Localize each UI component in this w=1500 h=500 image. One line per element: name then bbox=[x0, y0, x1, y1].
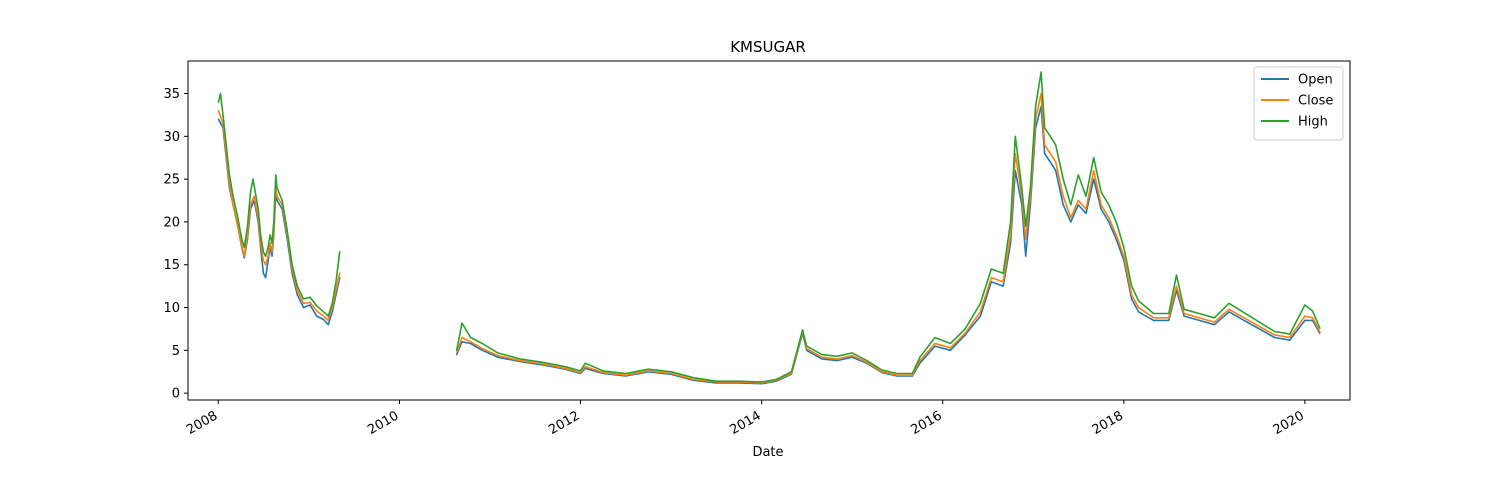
series-line-high bbox=[217, 92, 341, 317]
chart-title: KMSUGAR bbox=[730, 38, 806, 56]
y-tick-label: 5 bbox=[172, 344, 180, 359]
y-tick-label: 25 bbox=[163, 173, 180, 188]
series-line-close bbox=[455, 92, 1321, 384]
series-line-high bbox=[455, 71, 1321, 383]
series-line-close bbox=[217, 109, 341, 322]
y-tick-label: 30 bbox=[163, 130, 180, 145]
y-axis-ticks: 0 5 10 15 20 25 30 35 bbox=[163, 87, 188, 402]
legend-label: Open bbox=[1298, 73, 1333, 88]
legend-label: High bbox=[1298, 115, 1328, 130]
x-axis-label: Date bbox=[752, 445, 783, 460]
series-layer bbox=[217, 71, 1321, 385]
y-tick-label: 35 bbox=[163, 87, 180, 102]
y-tick-label: 20 bbox=[163, 215, 180, 230]
legend-label: Close bbox=[1298, 94, 1333, 109]
y-tick-label: 0 bbox=[172, 387, 180, 402]
y-tick-label: 15 bbox=[163, 258, 180, 273]
plot-frame bbox=[187, 60, 1351, 401]
y-tick-label: 10 bbox=[163, 301, 180, 316]
legend: Open Close High bbox=[1253, 66, 1344, 141]
